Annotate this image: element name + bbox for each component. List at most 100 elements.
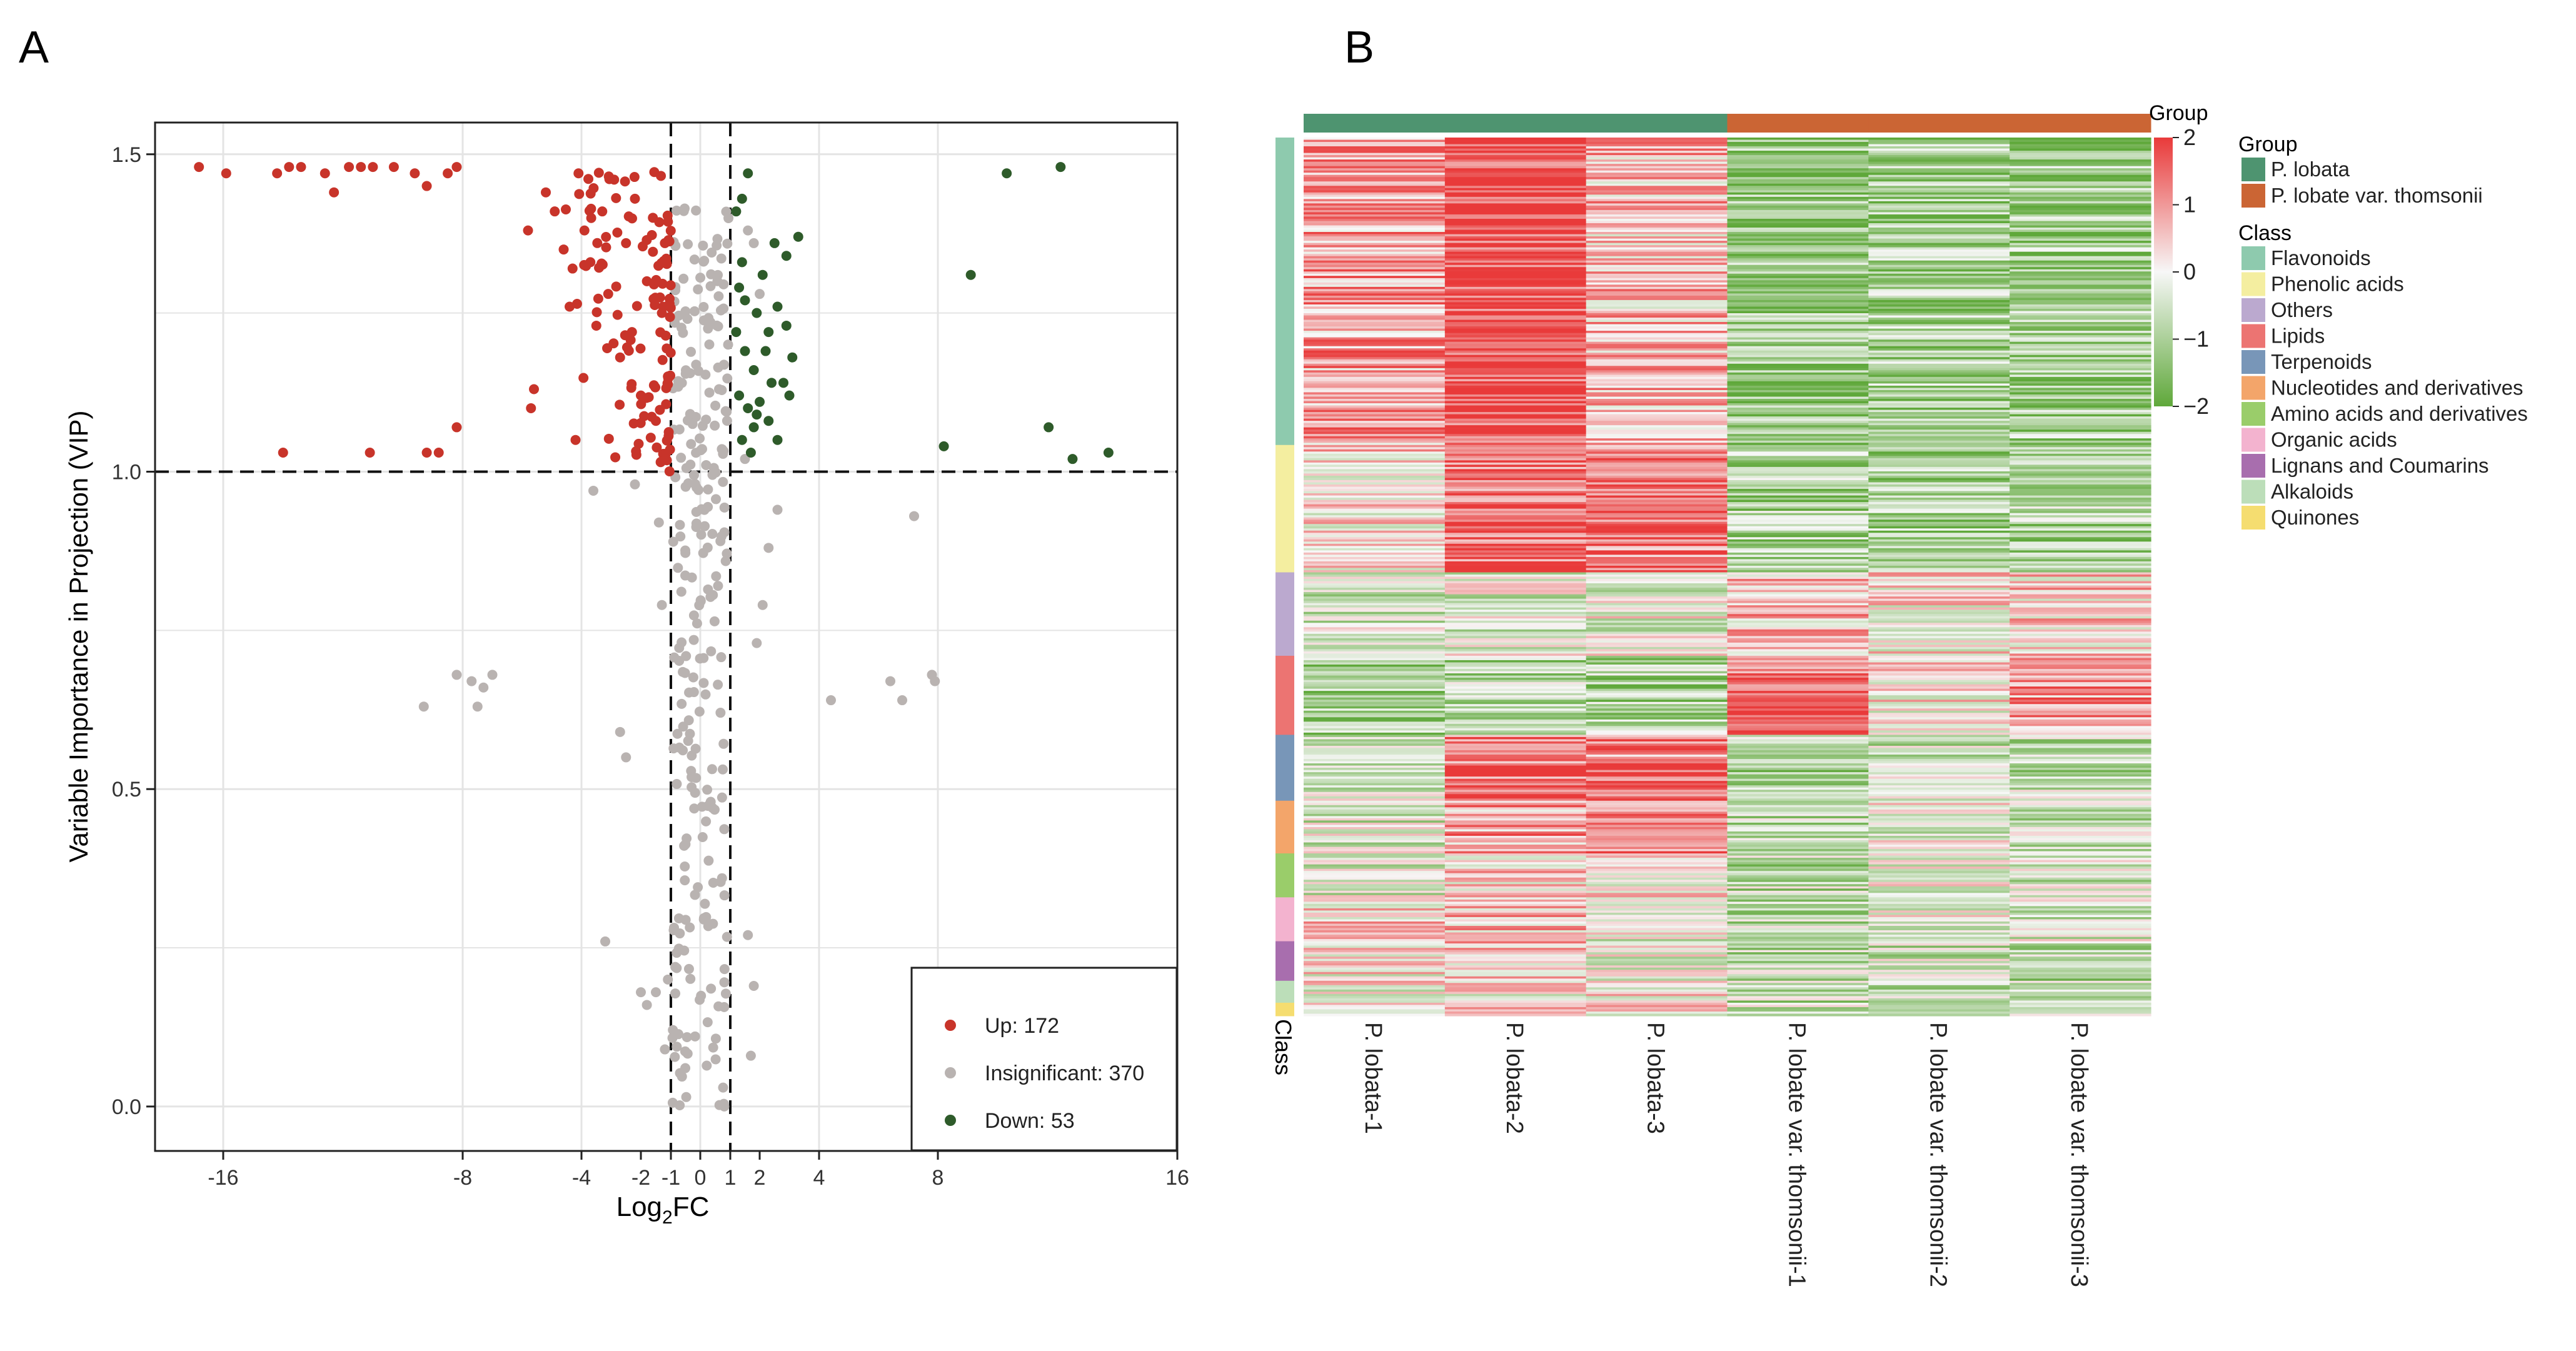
heatmap-cell [1586, 897, 1728, 900]
heatmap-cell [1304, 881, 1446, 885]
heatmap-cell [1586, 502, 1728, 505]
heatmap-cell [1304, 645, 1446, 648]
heatmap-cell [1304, 267, 1446, 270]
heatmap-cell [1586, 341, 1728, 344]
heatmap-cell [1304, 405, 1446, 408]
insignificant-point [703, 855, 714, 866]
heatmap-cell [1304, 739, 1446, 742]
heatmap-cell [1868, 666, 2010, 670]
heatmap-cell [1586, 976, 1728, 979]
heatmap-cell [1586, 258, 1728, 261]
heatmap-cell [1868, 344, 2010, 347]
heatmap-cell [1868, 155, 2010, 158]
heatmap-cell [1304, 462, 1446, 465]
heatmap-cell [1727, 339, 1869, 343]
heatmap-cell [1727, 614, 1869, 617]
insignificant-point [713, 321, 723, 331]
heatmap-cell [1727, 884, 1869, 887]
heatmap-cell [1444, 284, 1587, 288]
heatmap-cell [2010, 774, 2151, 777]
heatmap-cell [1444, 434, 1587, 437]
heatmap-cell [1586, 344, 1728, 347]
heatmap-cell [1586, 669, 1728, 672]
heatmap-cell [1586, 319, 1728, 323]
heatmap-cell [1586, 229, 1728, 233]
heatmap-cell [1727, 199, 1869, 202]
heatmap-cell [1586, 974, 1728, 977]
heatmap-cell [2010, 719, 2151, 722]
heatmap-cell [1868, 985, 2010, 988]
heatmap-cell [1444, 286, 1587, 289]
heatmap-cell [1868, 958, 2010, 962]
heatmap-cell [1304, 974, 1446, 977]
heatmap-cell [1444, 247, 1587, 250]
up-point [603, 289, 613, 299]
heatmap-cell [1727, 449, 1869, 452]
heatmap-cell [1586, 177, 1728, 180]
heatmap-cell [2010, 280, 2151, 283]
heatmap-cell [2010, 403, 2151, 406]
heatmap-cell [1727, 174, 1869, 178]
heatmap-cell [1868, 884, 2010, 887]
group-bar-segment [1727, 114, 1869, 133]
heatmap-cell [2010, 976, 2151, 979]
heatmap-cell [1868, 895, 2010, 898]
heatmap-cell [1304, 528, 1446, 531]
heatmap-cell [1304, 451, 1446, 455]
heatmap-cell [1727, 456, 1869, 459]
insignificant-point [743, 930, 753, 940]
heatmap-cell [1586, 427, 1728, 430]
heatmap-cell [1304, 937, 1446, 940]
heatmap-cell [1444, 429, 1587, 433]
insignificant-point [681, 651, 692, 661]
up-point [660, 238, 670, 248]
heatmap-cell [1586, 221, 1728, 224]
heatmap-cell [1444, 188, 1587, 191]
heatmap-cell [1727, 607, 1869, 610]
heatmap-cell [1727, 561, 1869, 565]
insignificant-point [672, 728, 683, 739]
insignificant-point [698, 240, 708, 251]
heatmap-cell [2010, 181, 2151, 184]
heatmap-cell [1444, 186, 1587, 189]
heatmap-cell [1444, 263, 1587, 266]
heatmap-cell [1727, 214, 1869, 218]
heatmap-cell [1304, 249, 1446, 253]
up-point [639, 411, 650, 421]
panel-b-letter: B [1344, 23, 1374, 73]
heatmap-cell [1868, 359, 2010, 362]
heatmap-cell [1727, 508, 1869, 511]
heatmap-cell [1444, 759, 1587, 762]
heatmap-cell [1304, 932, 1446, 935]
heatmap-cell [2010, 728, 2151, 731]
heatmap-cell [1727, 443, 1869, 446]
heatmap-cell [1868, 521, 2010, 525]
heatmap-cell [1444, 216, 1587, 219]
heatmap-cell [1727, 710, 1869, 713]
heatmap-cell [1304, 693, 1446, 696]
heatmap-cell [1304, 278, 1446, 281]
heatmap-cell [1586, 798, 1728, 801]
heatmap-cell [1586, 590, 1728, 593]
heatmap-cell [1444, 298, 1587, 301]
heatmap-cell [1444, 471, 1587, 475]
heatmap-cell [1868, 954, 2010, 957]
heatmap-cell [1868, 256, 2010, 259]
heatmap-cell [1444, 893, 1587, 896]
heatmap-cell [1727, 708, 1869, 711]
heatmap-cell [1586, 1009, 1728, 1012]
heatmap-cell [1727, 234, 1869, 237]
up-point [567, 263, 578, 274]
heatmap-cell [1727, 1000, 1869, 1003]
class-legend-title: Class [2238, 221, 2292, 245]
heatmap-cell [2010, 594, 2151, 597]
heatmap-cell [1586, 684, 1728, 687]
heatmap-cell [1868, 989, 2010, 992]
insignificant-point [719, 1002, 730, 1012]
class-legend-swatch [2241, 298, 2265, 322]
heatmap-cell [2010, 665, 2151, 668]
heatmap-cell [1868, 466, 2010, 470]
heatmap-cell [2010, 168, 2151, 171]
heatmap-cell [1304, 610, 1446, 613]
heatmap-cell [1444, 341, 1587, 344]
